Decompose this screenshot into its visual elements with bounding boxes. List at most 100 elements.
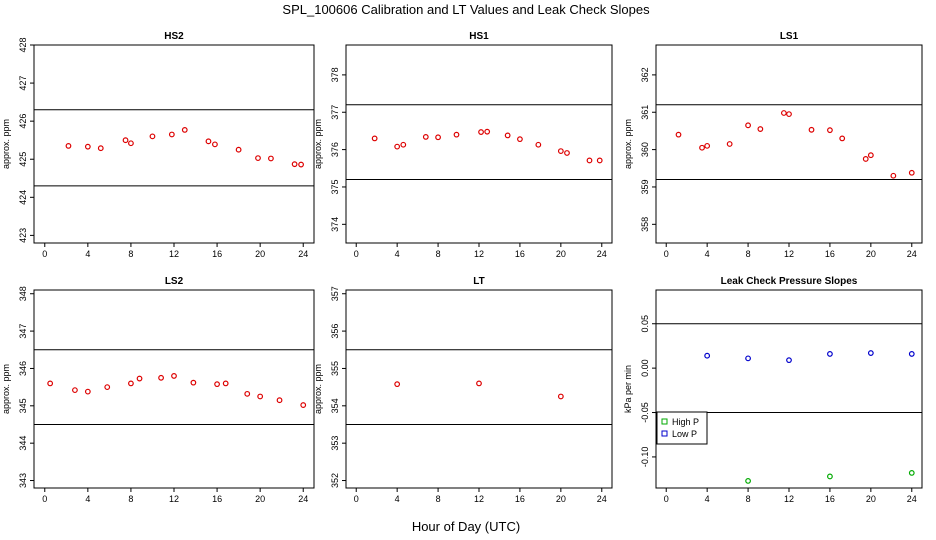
data-point — [47, 380, 54, 387]
figure-title: SPL_100606 Calibration and LT Values and… — [282, 2, 650, 17]
data-point — [84, 143, 91, 150]
data-point — [104, 384, 111, 391]
y-tick-label: 347 — [18, 324, 28, 339]
x-tick-label: 24 — [298, 494, 308, 504]
data-point — [171, 373, 177, 379]
y-tick-label: 356 — [330, 324, 340, 339]
x-tick-label: 20 — [255, 494, 265, 504]
y-axis-label: approx. ppm — [313, 364, 323, 414]
data-point — [517, 136, 523, 143]
data-point — [435, 134, 441, 141]
data-point — [214, 381, 220, 388]
data-point — [205, 138, 212, 145]
data-point — [158, 374, 164, 381]
x-tick-label: 16 — [212, 249, 222, 259]
y-axis-label: approx. ppm — [623, 119, 633, 169]
data-point — [745, 355, 751, 362]
data-point — [300, 402, 307, 408]
data-point — [400, 141, 407, 148]
data-point — [808, 126, 815, 133]
data-point — [476, 380, 482, 387]
y-tick-label: 359 — [640, 179, 650, 194]
data-point — [422, 134, 429, 140]
x-tick-label: 0 — [354, 494, 359, 504]
x-tick-label: 0 — [664, 249, 669, 259]
data-point — [291, 161, 298, 168]
data-point — [867, 152, 874, 159]
data-point — [908, 169, 915, 176]
x-tick-label: 0 — [664, 494, 669, 504]
figure-x-axis-label: Hour of Day (UTC) — [412, 519, 520, 534]
plot-frame — [33, 289, 315, 489]
panel-3: LS1 approx. ppm 0 4 8 12 16 20 24 358 359 360 361 362 — [623, 31, 923, 259]
plot-frame — [345, 44, 613, 244]
x-tick-label: 20 — [556, 249, 566, 259]
x-tick-label: 12 — [169, 249, 179, 259]
y-axis-label: kPa per min — [623, 365, 633, 413]
x-tick-label: 4 — [395, 494, 400, 504]
x-tick-label: 8 — [436, 494, 441, 504]
data-point — [827, 351, 833, 357]
y-tick-label: 374 — [330, 217, 340, 232]
y-tick-label: 343 — [18, 473, 28, 488]
y-tick-label: 375 — [330, 179, 340, 194]
data-point — [564, 150, 570, 156]
x-tick-label: 8 — [128, 249, 133, 259]
panel-title: LT — [473, 276, 484, 287]
y-axis-label: approx. ppm — [1, 119, 11, 169]
data-point — [190, 379, 197, 386]
x-tick-label: 24 — [597, 249, 607, 259]
data-point — [557, 148, 564, 154]
data-point — [484, 128, 491, 135]
data-point — [557, 393, 564, 400]
data-point — [786, 111, 792, 118]
y-tick-label: 377 — [330, 105, 340, 120]
x-tick-label: 24 — [298, 249, 308, 259]
y-tick-label: 344 — [18, 436, 28, 451]
data-point — [504, 132, 511, 139]
x-tick-label: 8 — [746, 249, 751, 259]
y-axis-label: approx. ppm — [313, 119, 323, 169]
x-tick-label: 12 — [784, 249, 794, 259]
x-tick-label: 0 — [42, 494, 47, 504]
y-tick-label: 358 — [640, 217, 650, 232]
panel-4: LS2 approx. ppm 0 4 8 12 16 20 24 343 344 345 346 347… — [1, 276, 315, 504]
data-point — [453, 131, 460, 138]
plot-frame — [33, 44, 315, 244]
legend-label: Low P — [672, 429, 697, 439]
legend-label: High P — [672, 417, 699, 427]
data-point — [745, 122, 751, 129]
data-point — [786, 357, 792, 364]
plot-frame — [345, 289, 613, 489]
legend-box — [656, 411, 708, 445]
data-point — [257, 393, 264, 400]
data-point — [839, 135, 846, 142]
y-tick-label: 362 — [640, 67, 650, 82]
y-tick-label: 424 — [18, 190, 28, 205]
y-tick-label: 355 — [330, 361, 340, 376]
x-tick-label: 0 — [354, 249, 359, 259]
y-tick-label: 427 — [18, 76, 28, 91]
panel-6: Leak Check Pressure Slopes kPa per min 0 4 8… — [623, 276, 923, 504]
x-tick-label: 12 — [474, 494, 484, 504]
data-point — [371, 135, 378, 142]
data-point — [136, 375, 143, 382]
data-point — [596, 157, 603, 164]
data-point — [244, 390, 251, 397]
x-tick-label: 8 — [436, 249, 441, 259]
y-tick-label: 425 — [18, 152, 28, 167]
x-tick-label: 12 — [784, 494, 794, 504]
y-tick-label: 346 — [18, 361, 28, 376]
y-tick-label: 354 — [330, 398, 340, 413]
x-tick-label: 24 — [597, 494, 607, 504]
x-tick-label: 20 — [556, 494, 566, 504]
data-point — [726, 141, 733, 147]
panel-2: HS1 approx. ppm 0 4 8 12 16 20 24 374 375 376 377 378 — [313, 31, 613, 259]
x-tick-label: 16 — [825, 249, 835, 259]
data-point — [827, 473, 833, 480]
x-tick-label: 16 — [825, 494, 835, 504]
plot-frame — [655, 289, 923, 489]
panel-title: LS1 — [780, 31, 799, 42]
